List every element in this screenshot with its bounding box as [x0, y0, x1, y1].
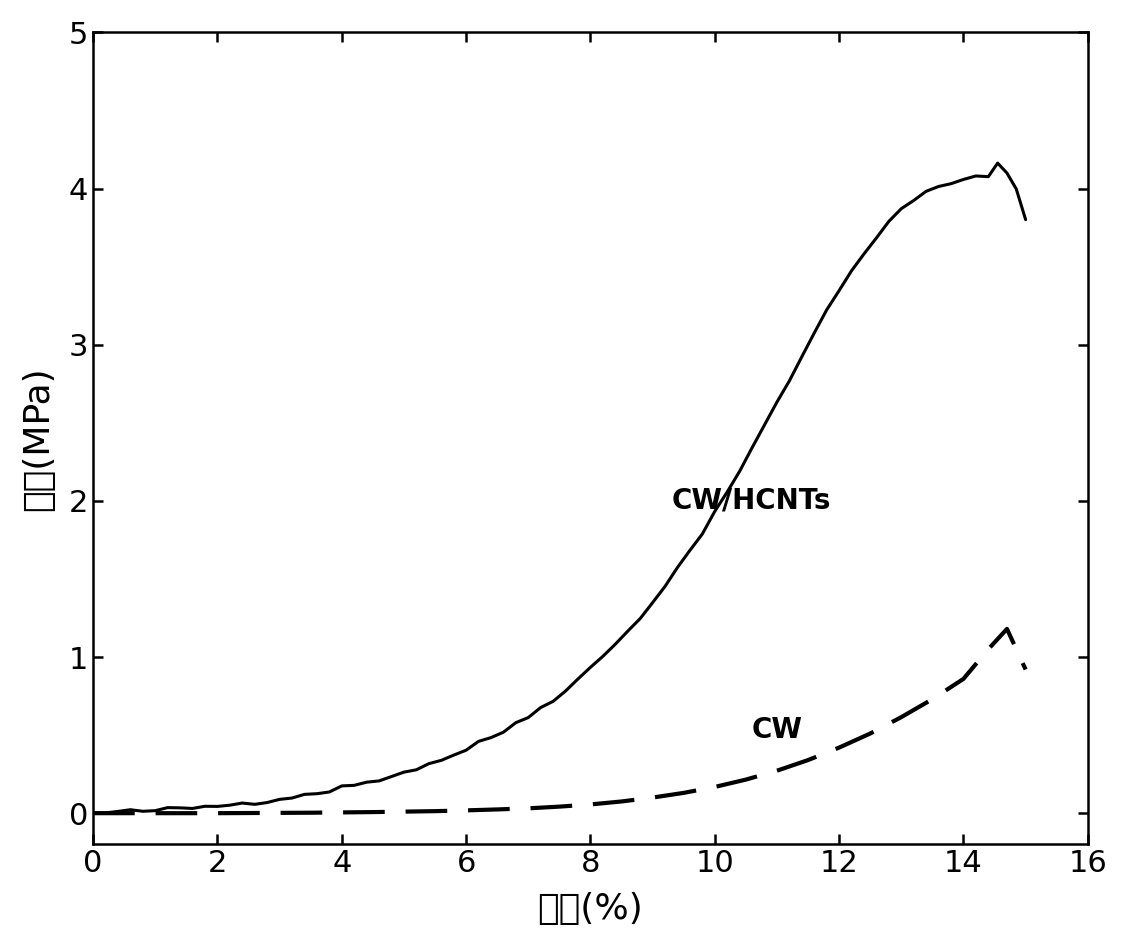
Text: CW: CW	[752, 716, 803, 744]
Text: CW/HCNTs: CW/HCNTs	[671, 487, 830, 514]
X-axis label: 应变(%): 应变(%)	[538, 892, 643, 926]
Y-axis label: 应力(MPa): 应力(MPa)	[20, 366, 55, 510]
